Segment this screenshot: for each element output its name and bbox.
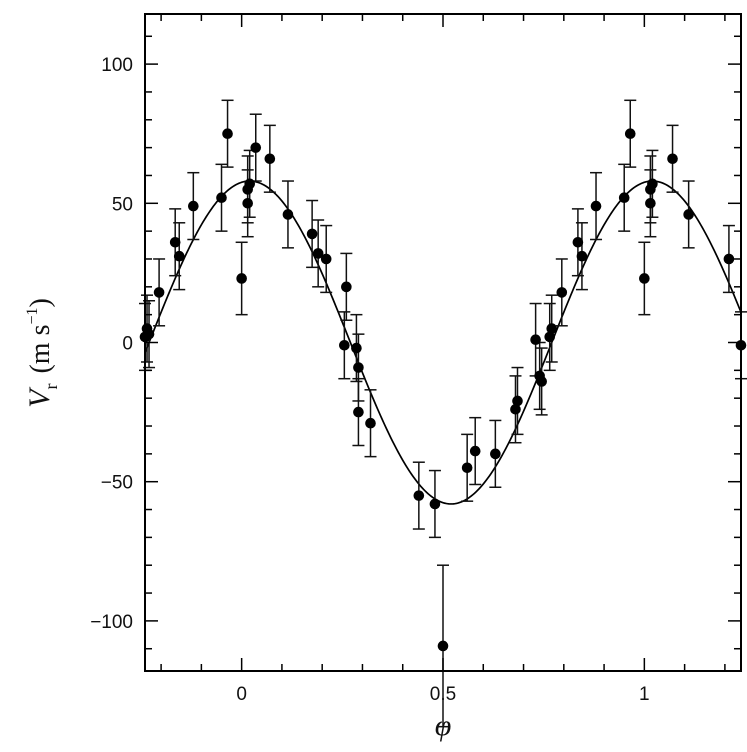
data-point-41: [590, 200, 602, 212]
data-point-30: [490, 448, 501, 460]
data-point-29: [469, 445, 481, 457]
data-point-39: [572, 236, 584, 248]
data-point-3: [153, 287, 165, 298]
data-point-36: [544, 331, 556, 343]
data-point-42: [618, 192, 630, 204]
fit-layer: [144, 180, 742, 505]
errorbars-layer: [139, 99, 747, 728]
y-axis-title-units-close: ): [25, 298, 56, 307]
data-point-47: [647, 178, 658, 190]
data-point-7: [216, 192, 227, 204]
fit-curve: [144, 180, 742, 505]
data-point-5: [173, 250, 185, 262]
data-point-25: [413, 490, 425, 501]
data-point-23: [353, 406, 364, 418]
data-point-16: [306, 228, 318, 240]
data-point-31: [510, 404, 521, 415]
points-layer: [139, 128, 747, 652]
data-point-6: [188, 200, 199, 212]
data-point-43: [624, 128, 636, 140]
data-point-26: [429, 498, 441, 510]
data-point-22: [353, 362, 364, 373]
data-point-18: [320, 253, 332, 265]
data-point-35: [536, 376, 547, 387]
data-point-32: [512, 395, 523, 407]
data-point-28: [461, 462, 473, 474]
data-point-24: [365, 417, 376, 429]
data-point-44: [639, 273, 650, 284]
y-tick-label-4: 100: [101, 55, 133, 76]
y-tick-label-3: 50: [112, 194, 133, 215]
y-axis-title: Vr (m s−1): [23, 298, 61, 408]
data-point-14: [264, 153, 276, 165]
x-tick-label-2: 1: [639, 684, 650, 705]
data-point-2: [143, 328, 155, 340]
y-tick-label-1: −50: [101, 473, 133, 494]
x-axis-title: φ: [435, 709, 452, 742]
y-axis-title-units-open: (m s: [25, 325, 56, 374]
data-point-13: [250, 142, 262, 153]
y-axis-title-subscript: r: [41, 384, 61, 390]
data-point-45: [645, 198, 656, 209]
y-axis-title-units-power: −1: [24, 307, 41, 324]
data-point-48: [667, 153, 678, 165]
tick-labels: 0 0.5 1 −100 −50 0 50 100: [90, 55, 649, 705]
data-point-27: [437, 640, 449, 652]
data-point-20: [341, 281, 352, 293]
data-point-33: [530, 334, 541, 346]
data-point-19: [339, 339, 350, 351]
y-tick-label-0: −100: [90, 612, 133, 633]
ticks-layer: [145, 14, 741, 671]
data-point-15: [282, 209, 294, 220]
x-tick-label-1: 0.5: [430, 684, 456, 705]
data-point-21: [351, 342, 362, 354]
y-tick-label-2: 0: [122, 334, 133, 355]
y-axis-title-symbol: V: [23, 386, 56, 408]
data-point-12: [244, 178, 256, 190]
data-point-50: [723, 253, 735, 265]
x-tick-label-0: 0: [236, 684, 247, 705]
data-point-37: [546, 323, 558, 334]
data-point-49: [683, 209, 694, 220]
data-point-40: [576, 250, 588, 262]
data-point-17: [312, 248, 324, 259]
data-point-8: [222, 128, 233, 140]
data-point-38: [556, 287, 568, 298]
data-point-9: [236, 273, 247, 284]
data-point-4: [169, 236, 181, 248]
data-point-10: [242, 198, 253, 209]
